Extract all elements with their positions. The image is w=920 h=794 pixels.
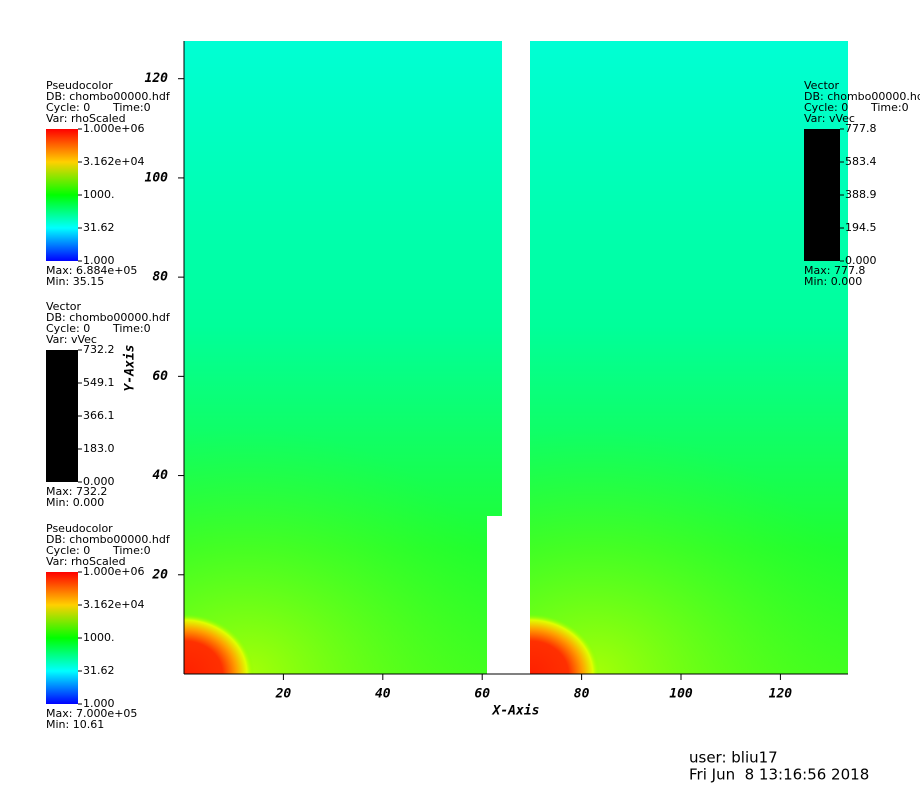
legend-time: Time:0 xyxy=(112,322,151,335)
legend-title: Vector xyxy=(804,79,840,92)
x-tick-label: 20 xyxy=(275,687,292,702)
legend-label: 3.162e+04 xyxy=(83,155,144,168)
y-tick-label: 60 xyxy=(152,369,168,384)
legend-label: 366.1 xyxy=(83,409,115,422)
legend-label: 194.5 xyxy=(845,221,877,234)
legend-min: Min: 35.15 xyxy=(46,275,104,288)
x-tick-label: 40 xyxy=(375,687,391,702)
legend-var: Var: vVec xyxy=(804,112,855,125)
legend-cycle: Cycle: 0 xyxy=(46,544,90,557)
legend-label: 1.000 xyxy=(83,697,115,710)
x-tick-label: 100 xyxy=(669,687,693,702)
legend-cycle: Cycle: 0 xyxy=(46,101,90,114)
x-axis-label: X-Axis xyxy=(492,704,540,719)
legend-min: Min: 0.000 xyxy=(804,275,862,288)
legend-label: 388.9 xyxy=(845,188,877,201)
hot-region xyxy=(184,614,254,674)
legend-db: DB: chombo00000.hdf xyxy=(46,90,171,103)
y-axis-label: Y-Axis xyxy=(123,345,138,392)
y-tick-label: 40 xyxy=(152,468,168,483)
legend-title: Vector xyxy=(46,300,82,313)
x-tick-label: 80 xyxy=(574,687,590,702)
x-tick-label: 60 xyxy=(474,687,490,702)
plot-area xyxy=(183,41,848,675)
legend-label: 1.000e+06 xyxy=(83,122,144,135)
legend-db: DB: chombo00000.hdf xyxy=(46,533,171,546)
legend-label: 1000. xyxy=(83,631,115,644)
legend-bar xyxy=(46,350,78,482)
hot-region xyxy=(530,614,600,674)
legend-bar xyxy=(46,572,78,704)
legend-time: Time:0 xyxy=(112,544,151,557)
user: user: bliu17 xyxy=(689,749,778,767)
legend-var: Var: vVec xyxy=(46,333,97,346)
legend-label: 777.8 xyxy=(845,122,877,135)
legend-label: 183.0 xyxy=(83,442,115,455)
legend-cycle: Cycle: 0 xyxy=(46,322,90,335)
legend-label: 31.62 xyxy=(83,221,115,234)
legend-var: Var: rhoScaled xyxy=(46,112,126,125)
y-tick-label: 100 xyxy=(145,170,169,185)
legend-label: 1.000e+06 xyxy=(83,565,144,578)
legend-label: 583.4 xyxy=(845,155,877,168)
legend-label: 1000. xyxy=(83,188,115,201)
y-tick-label: 120 xyxy=(145,71,169,86)
legend-var: Var: rhoScaled xyxy=(46,555,126,568)
legend-min: Min: 0.000 xyxy=(46,496,104,509)
legend-title: Pseudocolor xyxy=(46,79,113,92)
legend-time: Time:0 xyxy=(112,101,151,114)
legend-max: Max: 732.2 xyxy=(46,485,107,498)
legend-title: Pseudocolor xyxy=(46,522,113,535)
legend-time: Time:0 xyxy=(870,101,909,114)
legend-bar xyxy=(804,129,840,261)
legend-cycle: Cycle: 0 xyxy=(804,101,848,114)
legend-max: Max: 7.000e+05 xyxy=(46,707,137,720)
legend-label: 3.162e+04 xyxy=(83,598,144,611)
gap xyxy=(487,516,530,674)
legend-db: DB: chombo00000.hdf xyxy=(46,311,171,324)
legend-db: DB: chombo00000.hdf xyxy=(804,90,920,103)
legend-label: 732.2 xyxy=(83,343,115,356)
y-tick-label: 20 xyxy=(151,567,168,582)
legend-label: 1.000 xyxy=(83,254,115,267)
legend-max: Max: 777.8 xyxy=(804,264,865,277)
legend-max: Max: 6.884e+05 xyxy=(46,264,137,277)
legend-bar xyxy=(46,129,78,261)
legend-label: 0.000 xyxy=(845,254,877,267)
date: Fri Jun 8 13:16:56 2018 xyxy=(689,766,869,784)
legend-label: 31.62 xyxy=(83,664,115,677)
x-tick-label: 120 xyxy=(769,687,793,702)
legend-label: 549.1 xyxy=(83,376,115,389)
legend-label: 0.000 xyxy=(83,475,115,488)
legend-min: Min: 10.61 xyxy=(46,718,104,731)
y-tick-label: 80 xyxy=(152,270,168,285)
